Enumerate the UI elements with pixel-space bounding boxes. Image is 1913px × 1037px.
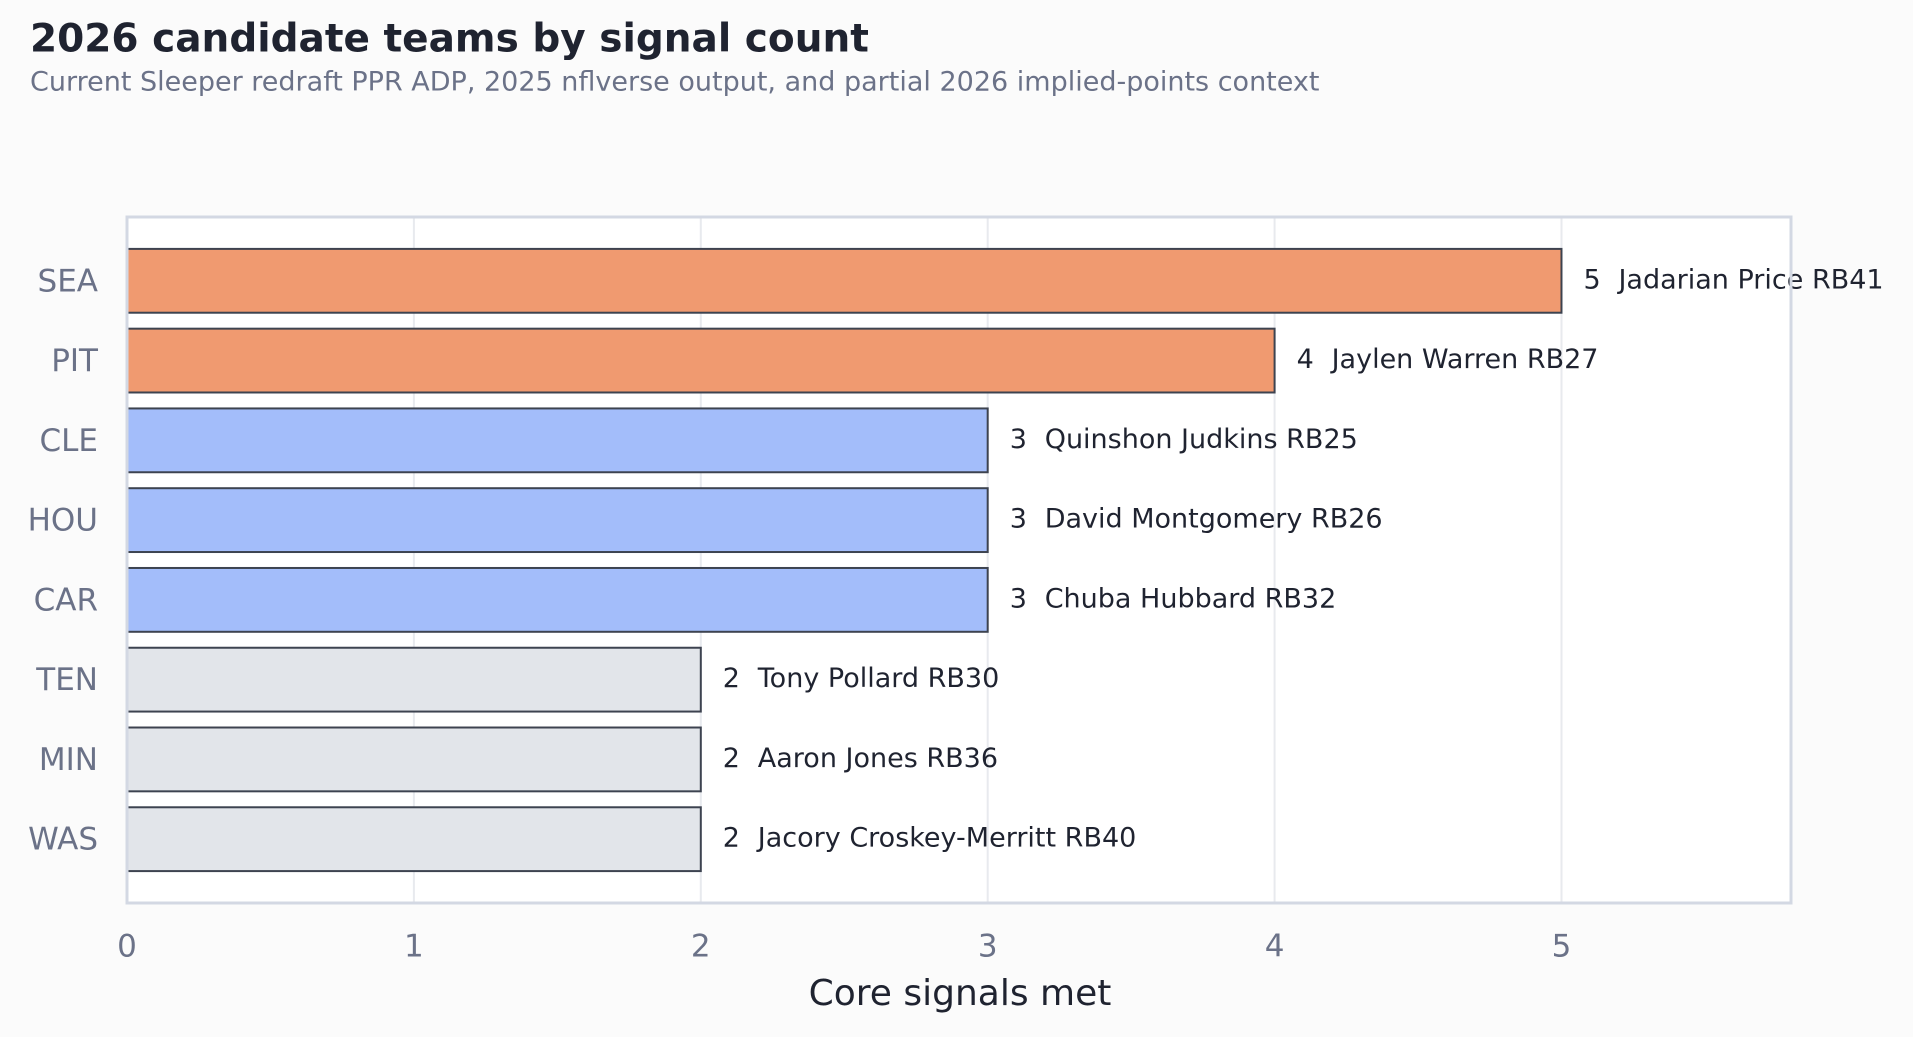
bar — [126, 726, 702, 793]
chart-subtitle: Current Sleeper redraft PPR ADP, 2025 nf… — [30, 67, 1319, 98]
y-tick-label: PIT — [51, 343, 99, 379]
player-label: Jadarian Price RB41 — [1616, 264, 1883, 295]
player-label: Aaron Jones RB36 — [758, 743, 998, 774]
plot-frame — [125, 215, 1793, 905]
data-label: 3 — [1010, 504, 1027, 535]
player-label: Chuba Hubbard RB32 — [1045, 583, 1337, 614]
y-tick-label: HOU — [28, 503, 98, 539]
y-tick-label: SEA — [38, 263, 98, 299]
x-tick-label: 4 — [1265, 929, 1285, 965]
data-label: 3 — [1010, 583, 1027, 614]
data-label: 3 — [1010, 424, 1027, 455]
player-label: Quinshon Judkins RB25 — [1045, 424, 1358, 455]
bar — [126, 327, 1276, 394]
x-axis-label: Core signals met — [809, 973, 1112, 1014]
data-label: 5 — [1583, 264, 1600, 295]
player-label: Jaylen Warren RB27 — [1330, 344, 1599, 375]
bar — [126, 566, 989, 633]
player-label: David Montgomery RB26 — [1045, 504, 1383, 535]
x-tick-label: 0 — [117, 929, 137, 965]
chart-title: 2026 candidate teams by signal count — [30, 17, 869, 62]
y-tick-label: TEN — [35, 662, 98, 698]
player-label: Jacory Croskey-Merritt RB40 — [756, 823, 1137, 854]
x-tick-label: 3 — [978, 929, 998, 965]
x-tick-label: 2 — [691, 929, 711, 965]
x-tick-label: 1 — [404, 929, 424, 965]
data-label: 2 — [723, 743, 740, 774]
y-tick-label: MIN — [39, 742, 98, 778]
bar — [126, 646, 702, 713]
data-label: 2 — [723, 663, 740, 694]
bar — [126, 247, 1563, 314]
bar — [126, 407, 989, 474]
bar — [126, 487, 989, 554]
data-label: 4 — [1297, 344, 1314, 375]
x-tick-label: 5 — [1552, 929, 1572, 965]
y-tick-label: CAR — [34, 582, 98, 618]
data-label: 2 — [723, 823, 740, 854]
bar — [126, 806, 702, 873]
y-tick-label: CLE — [39, 423, 98, 459]
player-label: Tony Pollard RB30 — [757, 663, 999, 694]
plot-area — [127, 217, 1791, 903]
y-tick-label: WAS — [28, 822, 98, 858]
